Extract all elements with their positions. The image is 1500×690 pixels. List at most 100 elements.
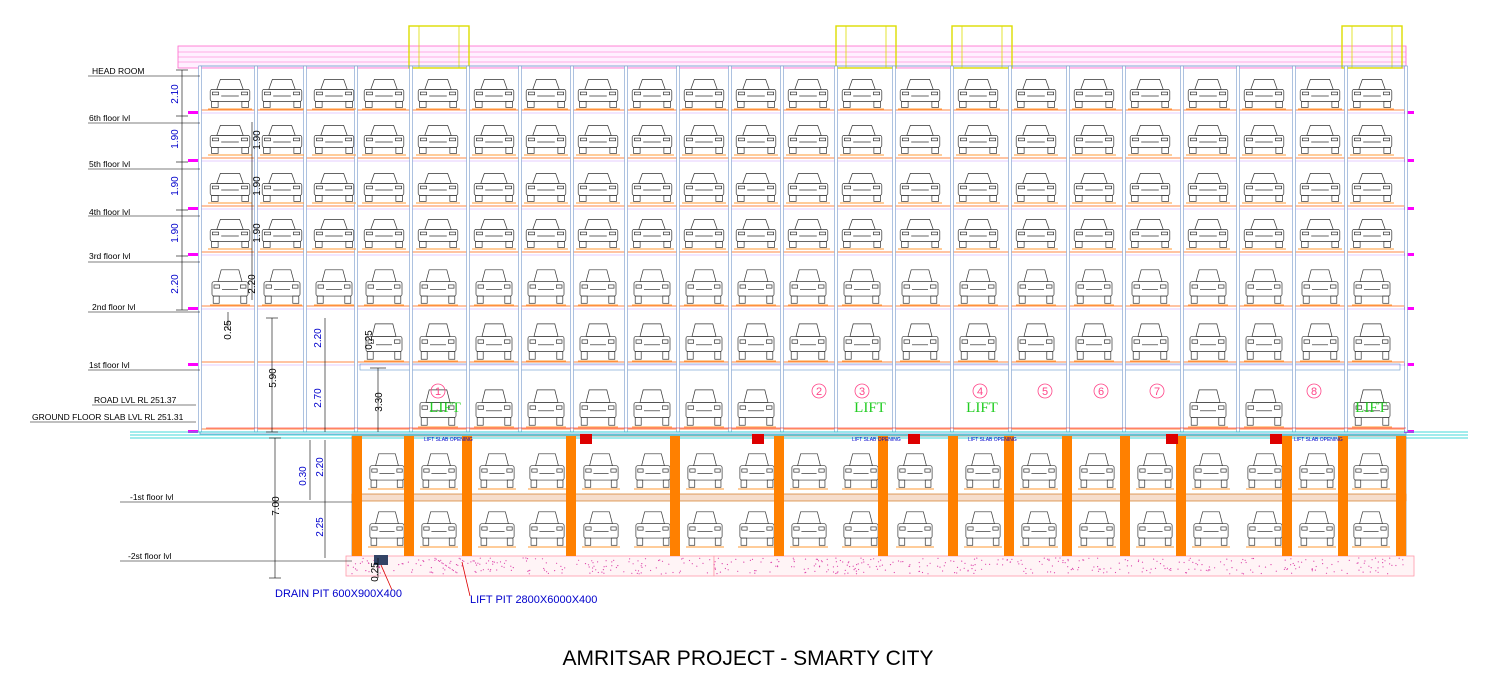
column — [676, 65, 680, 433]
hatch-dot — [1293, 564, 1296, 567]
hatch-dot — [512, 567, 514, 569]
car-icon — [1352, 389, 1392, 428]
car-icon — [1300, 269, 1340, 306]
car-icon — [260, 219, 304, 250]
hatch-dot — [1124, 559, 1126, 561]
hatch-dot — [423, 560, 425, 563]
hatch-dot — [529, 569, 531, 571]
hatch-dot — [637, 560, 639, 562]
lift-number: 5 — [1042, 386, 1048, 398]
hatch-dot — [488, 560, 490, 562]
hatch-dot — [847, 572, 849, 574]
car-icon — [1350, 173, 1394, 204]
dim-5th-floor: 1.90 — [170, 176, 181, 196]
hatch-dot — [1097, 557, 1099, 559]
hatch-dot — [475, 562, 477, 564]
dim-2nd-floor: 2.20 — [170, 274, 181, 294]
hatch-dot — [717, 557, 720, 559]
car-icon — [956, 125, 1000, 156]
hatch-dot — [611, 561, 613, 563]
hatch-dot — [1097, 570, 1100, 572]
hatch-dot — [1382, 558, 1384, 560]
hatch-dot — [444, 564, 446, 566]
hatch-dot — [849, 566, 851, 568]
car-icon — [630, 219, 674, 250]
hatch-dot — [867, 564, 869, 566]
hatch-dot — [1097, 566, 1099, 568]
hatch-dot — [1240, 562, 1242, 564]
hatch-dot — [681, 558, 683, 560]
hatch-dot — [1305, 559, 1307, 561]
hatch-dot — [1242, 558, 1244, 561]
hatch-dot — [474, 570, 476, 573]
car-icon — [840, 79, 884, 110]
hatch-dot — [1208, 569, 1210, 571]
basement — [345, 435, 1415, 577]
hatch-dot — [496, 562, 498, 564]
hatch-dot — [482, 569, 484, 571]
column — [1122, 65, 1126, 433]
hatch-dot — [1082, 559, 1084, 561]
hatch-dot — [629, 558, 631, 560]
basement-column — [878, 436, 888, 556]
hatch-dot — [755, 570, 757, 572]
lift-number: 1 — [435, 386, 441, 398]
dimension-lines — [176, 69, 386, 579]
first-floor-beam — [359, 363, 1401, 371]
car-icon — [1074, 323, 1114, 362]
hatch-dot — [1382, 566, 1384, 568]
hatch-dot — [420, 564, 422, 567]
hatch-dot — [926, 565, 928, 567]
hatch-dot — [660, 573, 662, 575]
hatch-dot — [727, 569, 729, 571]
hatch-dot — [815, 563, 817, 565]
hatch-dot — [601, 571, 603, 573]
hatch-dot — [487, 568, 489, 570]
hatch-dot — [709, 559, 711, 561]
column — [892, 65, 896, 433]
slab-marker — [188, 253, 198, 256]
hatch-dot — [922, 558, 924, 560]
hatch-dot — [1242, 573, 1245, 575]
car-icon — [1298, 511, 1336, 548]
car-icon — [634, 511, 672, 548]
car-icon — [786, 173, 830, 204]
hatch-dot — [525, 560, 528, 562]
dim-4th-floor: 1.90 — [170, 223, 181, 243]
lift-slab-opening-label: LIFT SLAB OPENING — [1294, 437, 1343, 443]
car-icon — [472, 125, 516, 156]
hatch-dot — [458, 557, 460, 559]
slab-marker — [188, 363, 198, 366]
car-icon — [634, 453, 672, 490]
hatch-dot — [1230, 560, 1232, 562]
hatch-dot — [1356, 562, 1358, 564]
hatch-dot — [440, 559, 442, 561]
hatch-dot — [615, 566, 618, 569]
hatch-dot — [1264, 566, 1267, 568]
car-icon — [632, 323, 672, 362]
dim-basement-2: 2.25 — [315, 517, 326, 537]
hatch-dot — [1252, 571, 1254, 573]
hatch-dot — [489, 570, 491, 572]
hatch-dot — [1207, 570, 1209, 572]
hatch-dot — [1166, 567, 1168, 569]
car-icon — [684, 323, 724, 362]
hatch-dot — [1331, 563, 1333, 566]
slab-marker — [1404, 207, 1414, 210]
hatch-dot — [393, 570, 395, 572]
car-icon — [1244, 389, 1284, 428]
hatch-dot — [636, 572, 638, 575]
hatch-dot — [510, 569, 512, 572]
hatch-dot — [777, 566, 779, 568]
hatch-dot — [1103, 572, 1105, 574]
hatch-dot — [793, 559, 795, 561]
column — [1404, 65, 1408, 433]
hatch-dot — [1141, 561, 1144, 563]
hatch-dot — [479, 563, 481, 565]
hatch-dot — [963, 567, 965, 569]
car-icon — [1128, 79, 1172, 110]
hatch-dot — [434, 559, 436, 561]
hatch-dot — [526, 558, 529, 560]
car-icon — [524, 79, 568, 110]
hatch-dot — [1128, 572, 1130, 574]
